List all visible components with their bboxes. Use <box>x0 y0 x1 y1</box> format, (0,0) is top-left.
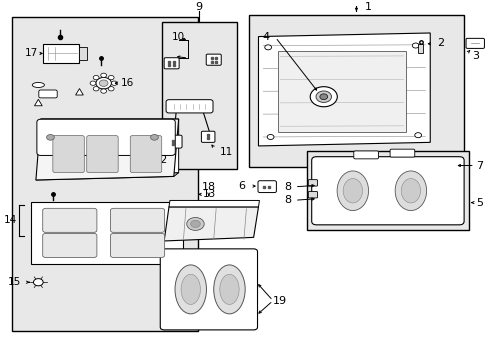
Circle shape <box>101 89 106 93</box>
Ellipse shape <box>181 274 200 305</box>
Text: 16: 16 <box>121 78 134 88</box>
Text: 15: 15 <box>7 277 20 287</box>
FancyBboxPatch shape <box>465 39 484 48</box>
Circle shape <box>414 133 421 138</box>
Circle shape <box>93 87 99 91</box>
Text: 14: 14 <box>3 215 17 225</box>
FancyBboxPatch shape <box>37 119 175 156</box>
Circle shape <box>34 279 43 286</box>
Text: 8: 8 <box>284 195 290 205</box>
FancyBboxPatch shape <box>110 208 164 232</box>
Text: 18: 18 <box>202 182 216 192</box>
Bar <box>277 51 405 132</box>
FancyBboxPatch shape <box>42 208 97 232</box>
Circle shape <box>96 77 111 89</box>
Polygon shape <box>258 33 429 146</box>
FancyBboxPatch shape <box>164 58 179 69</box>
FancyBboxPatch shape <box>308 192 317 198</box>
Polygon shape <box>41 119 178 173</box>
Text: 4: 4 <box>262 32 269 41</box>
Text: 3: 3 <box>471 50 478 60</box>
Circle shape <box>108 87 114 91</box>
Polygon shape <box>169 201 259 207</box>
Circle shape <box>319 94 327 100</box>
Circle shape <box>93 76 99 80</box>
Ellipse shape <box>213 265 244 314</box>
Bar <box>306 151 468 230</box>
Text: 2: 2 <box>436 38 444 48</box>
Bar <box>162 22 236 169</box>
Ellipse shape <box>400 179 420 203</box>
Circle shape <box>101 73 106 77</box>
Circle shape <box>108 76 114 80</box>
FancyBboxPatch shape <box>166 100 213 113</box>
FancyBboxPatch shape <box>110 233 164 257</box>
Text: 13: 13 <box>203 189 216 199</box>
Bar <box>80 47 86 60</box>
Polygon shape <box>76 89 83 95</box>
Text: 11: 11 <box>219 147 233 157</box>
FancyBboxPatch shape <box>311 157 463 225</box>
Circle shape <box>111 81 117 85</box>
Polygon shape <box>36 173 178 180</box>
Ellipse shape <box>175 265 206 314</box>
FancyBboxPatch shape <box>164 135 182 148</box>
FancyBboxPatch shape <box>53 135 84 173</box>
FancyBboxPatch shape <box>86 135 118 173</box>
FancyBboxPatch shape <box>39 90 57 98</box>
Text: 1: 1 <box>365 2 371 12</box>
FancyBboxPatch shape <box>389 149 414 157</box>
Ellipse shape <box>394 171 426 211</box>
Text: 17: 17 <box>24 48 38 58</box>
FancyBboxPatch shape <box>308 180 317 186</box>
Polygon shape <box>36 119 178 180</box>
Text: 19: 19 <box>273 296 287 306</box>
Bar <box>12 17 198 330</box>
Circle shape <box>264 45 271 50</box>
Text: 12: 12 <box>155 154 168 165</box>
Circle shape <box>309 87 337 107</box>
FancyBboxPatch shape <box>160 249 257 330</box>
Text: 10: 10 <box>171 32 184 41</box>
Bar <box>417 44 423 53</box>
Polygon shape <box>31 202 183 264</box>
FancyBboxPatch shape <box>42 233 97 257</box>
FancyBboxPatch shape <box>130 135 162 173</box>
Circle shape <box>411 43 418 48</box>
Text: 9: 9 <box>195 2 203 12</box>
Ellipse shape <box>336 171 368 211</box>
Ellipse shape <box>219 274 239 305</box>
Ellipse shape <box>343 179 362 203</box>
Circle shape <box>266 135 273 139</box>
Text: 5: 5 <box>475 198 482 208</box>
Circle shape <box>190 220 200 228</box>
Bar <box>248 15 463 167</box>
FancyBboxPatch shape <box>206 54 221 65</box>
Text: 7: 7 <box>475 161 482 171</box>
Polygon shape <box>34 99 42 106</box>
Text: 6: 6 <box>238 181 244 191</box>
Text: 8: 8 <box>284 182 290 192</box>
Bar <box>43 44 80 63</box>
Circle shape <box>90 81 96 85</box>
Circle shape <box>150 135 158 140</box>
Ellipse shape <box>32 82 44 87</box>
Circle shape <box>186 217 204 230</box>
Polygon shape <box>164 207 258 241</box>
Circle shape <box>315 91 331 103</box>
FancyBboxPatch shape <box>353 151 378 159</box>
FancyBboxPatch shape <box>258 181 276 193</box>
FancyBboxPatch shape <box>201 131 215 142</box>
Circle shape <box>99 80 108 86</box>
Circle shape <box>46 135 54 140</box>
